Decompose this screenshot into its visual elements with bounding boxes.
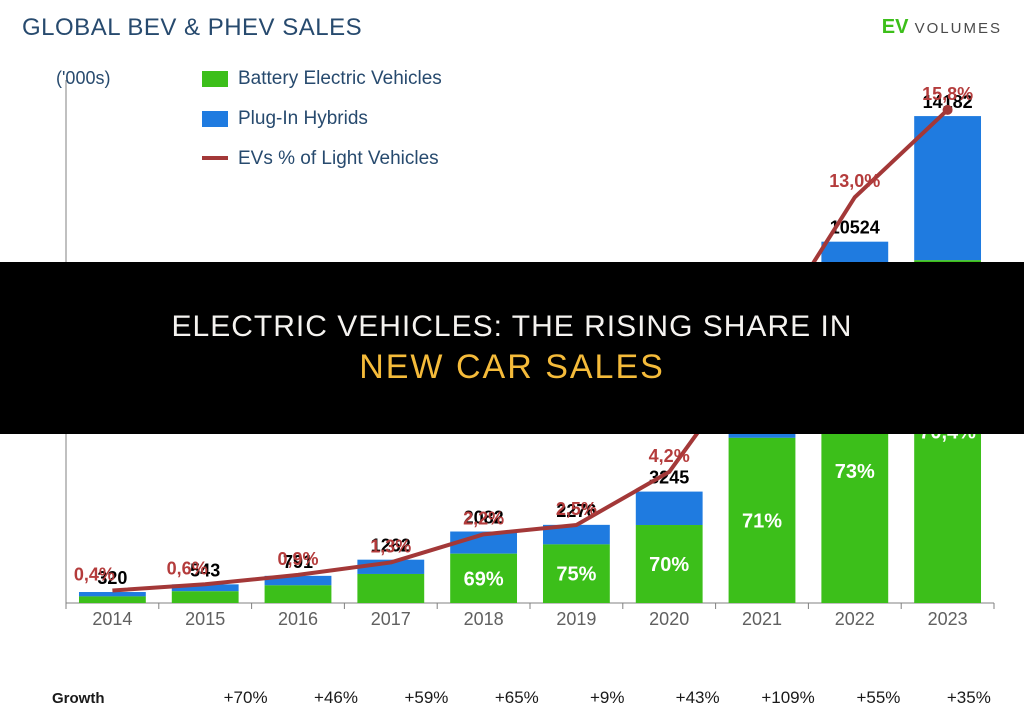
svg-text:0,4%: 0,4% <box>74 565 115 585</box>
svg-text:73%: 73% <box>835 461 875 483</box>
legend-label-bev: Battery Electric Vehicles <box>238 68 442 90</box>
chart-title: GLOBAL BEV & PHEV SALES <box>22 14 362 42</box>
growth-cell: +65% <box>472 688 562 708</box>
growth-cell <box>110 688 200 708</box>
growth-cell: +46% <box>291 688 381 708</box>
growth-cell: +35% <box>924 688 1014 708</box>
brand-left: EV <box>882 16 909 38</box>
growth-cell: +43% <box>652 688 742 708</box>
svg-text:71%: 71% <box>742 510 782 532</box>
svg-text:13,0%: 13,0% <box>829 171 880 191</box>
legend-swatch-bev <box>202 71 228 87</box>
plot-frame: 2014 2015 2016 2017 2018 2019 2020 2021 2022 2023… <box>52 58 1002 633</box>
growth-cell: +109% <box>743 688 833 708</box>
svg-text:2,2%: 2,2% <box>463 508 504 528</box>
growth-label: Growth <box>52 690 110 707</box>
brand-logo: EV VOLUMES <box>882 16 1002 39</box>
growth-cell: +59% <box>381 688 471 708</box>
svg-text:70,4%: 70,4% <box>919 422 976 444</box>
legend-label-line: EVs % of Light Vehicles <box>238 148 439 170</box>
brand-right: VOLUMES <box>908 20 1002 37</box>
svg-text:2016: 2016 <box>278 609 318 629</box>
chart-root: GLOBAL BEV & PHEV SALES EV VOLUMES ('000… <box>22 10 1002 710</box>
growth-cells: +70%+46%+59%+65%+9%+43%+109%+55%+35% <box>110 688 1014 708</box>
svg-text:2015: 2015 <box>185 609 225 629</box>
legend-item-bev: Battery Electric Vehicles <box>202 68 442 90</box>
svg-text:2022: 2022 <box>835 609 875 629</box>
svg-text:2019: 2019 <box>556 609 596 629</box>
legend-item-phev: Plug-In Hybrids <box>202 108 442 130</box>
legend-swatch-phev <box>202 111 228 127</box>
plot-svg: 2014 2015 2016 2017 2018 2019 2020 2021 2022 2023… <box>52 58 1002 633</box>
growth-cell: +70% <box>200 688 290 708</box>
growth-cell: +9% <box>562 688 652 708</box>
svg-text:0,6%: 0,6% <box>167 558 208 578</box>
svg-text:70%: 70% <box>649 554 689 576</box>
svg-text:2021: 2021 <box>742 609 782 629</box>
svg-text:2,5%: 2,5% <box>556 499 597 519</box>
svg-text:2017: 2017 <box>371 609 411 629</box>
svg-text:1,3%: 1,3% <box>370 536 411 556</box>
svg-text:2023: 2023 <box>928 609 968 629</box>
svg-text:2020: 2020 <box>649 609 689 629</box>
svg-text:69%: 69% <box>464 568 504 590</box>
svg-text:4,2%: 4,2% <box>649 446 690 466</box>
growth-cell: +55% <box>833 688 923 708</box>
svg-text:0,9%: 0,9% <box>277 549 318 569</box>
legend: Battery Electric Vehicles Plug-In Hybrid… <box>202 68 442 188</box>
svg-text:2018: 2018 <box>464 609 504 629</box>
growth-row: Growth +70%+46%+59%+65%+9%+43%+109%+55%+… <box>52 688 1014 708</box>
svg-text:2014: 2014 <box>92 609 132 629</box>
legend-swatch-line <box>202 156 228 160</box>
legend-item-line: EVs % of Light Vehicles <box>202 148 442 170</box>
svg-text:8,3%: 8,3% <box>741 318 782 338</box>
legend-label-phev: Plug-In Hybrids <box>238 108 368 130</box>
svg-text:15,8%: 15,8% <box>922 84 973 104</box>
svg-text:75%: 75% <box>556 564 596 586</box>
